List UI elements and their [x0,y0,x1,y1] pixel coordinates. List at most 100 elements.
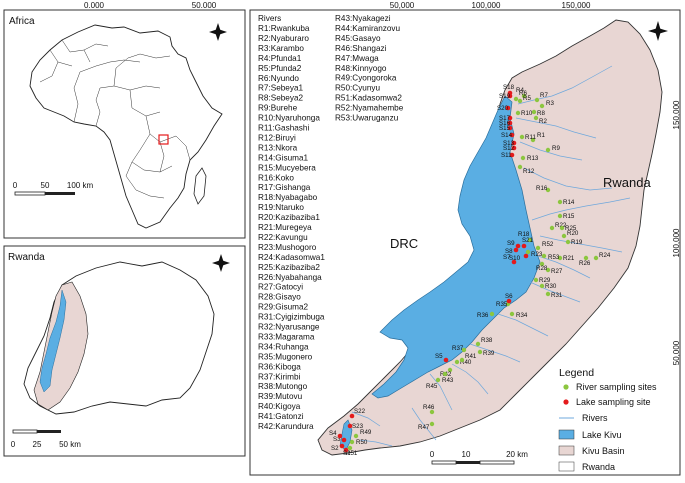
river-site-label: R53 [548,254,560,261]
lake-site-marker [511,259,517,265]
rwanda-scale-50: 50 km [59,440,81,449]
river-site-label: R10 [521,110,533,117]
river-list-item: R27:Gatocyi [258,283,303,292]
river-list-item: R51:Kadasomwa2 [335,94,402,103]
river-site-label: R38 [481,337,493,344]
river-site-marker [513,96,519,102]
lake-site-marker [507,125,513,131]
main-tick-top-1: 50,000 [390,1,415,10]
river-list-item: R14:Gisuma1 [258,153,309,162]
river-site-marker [533,115,539,121]
lake-site-marker [343,447,349,453]
lake-site-marker [515,243,521,249]
river-site-marker [539,261,545,267]
river-site-marker [477,349,483,355]
river-site-marker [539,103,545,109]
river-site-marker [515,110,521,116]
river-list-item: R4:Pfunda1 [258,54,302,63]
river-list-item: R7:Sebeya1 [258,84,304,93]
river-site-label: R41 [465,353,477,360]
river-site-label: R34 [516,312,528,319]
river-list-item: R32:Nyarusange [258,323,320,332]
river-list-item: R38:Mutongo [258,382,308,391]
lake-site-marker [507,120,513,126]
lake-site-label: S17 [499,115,511,122]
lake-site-label: S10 [509,255,521,262]
lake-kivu [371,95,541,399]
lake-site-label: S16 [499,120,511,127]
river-list-item: R12:Biruyi [258,133,296,142]
river-site-marker [559,225,565,231]
river-site-label: R51 [346,450,358,457]
legend-lake-site-label: Lake sampling site [576,397,651,407]
rwanda-lake-kivu [39,289,67,393]
africa-scalebar: 0 50 100 km [13,181,93,196]
river-list-item: R39:Mutovu [258,392,303,401]
river-site-label: R15 [563,213,575,220]
label-drc: DRC [390,236,418,251]
river-site-label: R30 [545,283,557,290]
river-site-marker [534,97,540,103]
river-site-label: R37 [452,345,464,352]
river-site-marker [545,291,551,297]
river-site-label: R49 [360,429,372,436]
rwanda-scale-25: 25 [33,440,42,449]
legend-rwanda-symbol [558,461,575,472]
river-list-item: R44:Kamiranzovu [335,24,401,33]
river-list-item: R35:Mugonero [258,352,313,361]
river-site-label: R50 [356,439,368,446]
lake-site-marker [339,443,345,449]
africa-tick-top-1: 0.000 [84,1,105,10]
river-site-marker [557,199,563,205]
river-network [351,65,631,447]
river-site-label: R47 [418,424,430,431]
rwanda-scale-0: 0 [11,440,16,449]
river-site-marker [454,359,460,365]
river-list-item: R6:Nyundo [258,74,299,83]
legend-river-site-symbol [563,384,569,390]
river-site-marker [353,433,359,439]
lake-site-label: S1 [343,450,351,457]
river-list-item: R8:Sebeya2 [258,94,304,103]
legend-lake-kivu-symbol [558,429,575,440]
main-scale-20: 20 km [506,450,528,459]
river-site-label: R24 [599,252,611,259]
river-list-item: R3:Karambo [258,44,304,53]
river-site-label: R39 [483,350,495,357]
river-site-marker [530,137,536,143]
lake-site-marker [505,105,511,111]
main-tick-right-2: 100,000 [672,228,681,257]
lake-site-label: S18 [503,84,515,91]
river-list-item: R49:Cyongoroka [335,74,397,83]
main-scalebar: 0 10 20 km [430,450,528,465]
lake-site-label: S5 [435,353,443,360]
river-site-label: R7 [540,92,548,99]
river-site-label: R26 [579,260,591,267]
river-site-marker [447,367,453,373]
lake-site-marker [523,253,529,259]
river-site-marker [561,233,567,239]
river-site-label: R43 [442,377,454,384]
legend-rwanda-label: Rwanda [582,462,615,472]
lake-site-label: S19 [499,93,511,100]
river-site-label: R3 [546,100,554,107]
river-list-item: R29:Gisuma2 [258,303,309,312]
river-site-label: R35 [496,301,508,308]
river-site-label: R2 [539,118,547,125]
africa-tick-top-2: 50.000 [192,1,217,10]
river-site-label: R9 [552,145,560,152]
river-site-label: R25 [565,225,577,232]
river-site-marker [531,109,537,115]
river-site-marker [539,283,545,289]
river-list-item: R17:Gishanga [258,183,311,192]
river-site-label: R14 [563,199,575,206]
main-north-arrow [648,21,668,41]
lake-site-label: S8 [505,248,513,255]
lake-site-label: S12 [503,145,515,152]
river-site-marker [517,164,523,170]
africa-scale-0: 0 [13,181,18,190]
lake-site-marker [511,145,517,151]
lake-site-label: S7 [503,254,511,261]
river-list-item: R33:Magarama [258,332,315,341]
